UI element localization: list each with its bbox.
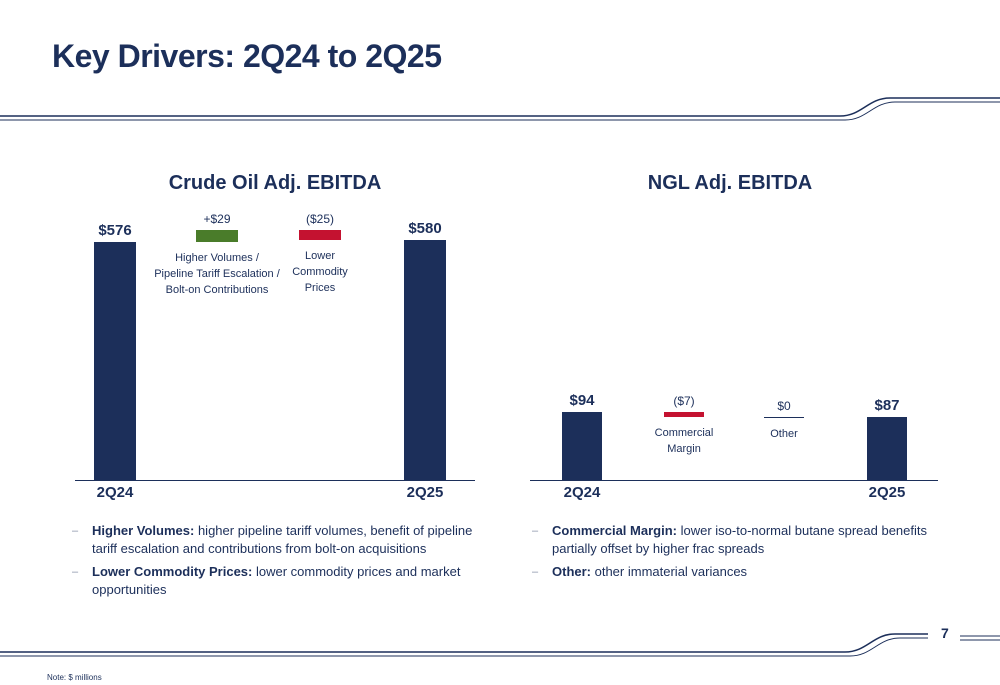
start-bar	[94, 241, 136, 480]
step-description-line: Commodity	[292, 266, 348, 278]
start-value-label: $576	[98, 221, 132, 239]
step-description-line: Margin	[667, 443, 701, 455]
page-title: Key Drivers: 2Q24 to 2Q25	[52, 38, 442, 74]
step-description-line: Lower	[305, 250, 335, 262]
x-axis-baseline	[530, 480, 938, 481]
bullet-item: – Higher Volumes: higher pipeline tariff …	[72, 522, 492, 558]
end-bar	[867, 417, 907, 480]
header-divider	[0, 97, 1000, 121]
footer-divider	[0, 633, 1000, 657]
crude-bullet-list: – Higher Volumes: higher pipeline tariff …	[72, 522, 492, 604]
x-axis-baseline	[75, 480, 475, 481]
step-description-1: Commercial Margin	[614, 425, 754, 457]
ngl-waterfall-chart: $94 2Q24 $87 2Q25 ($7) Commercial Margin $0 Othe…	[530, 210, 940, 510]
step-value-label-1: ($7)	[673, 393, 695, 408]
start-category-label: 2Q24	[96, 484, 134, 501]
step-bar-1	[196, 229, 238, 242]
step-description-line: Commercial	[654, 427, 714, 439]
dash-icon: –	[532, 566, 539, 578]
bullet-heading: Higher Volumes:	[92, 523, 195, 538]
step-value-label-2: $0	[777, 399, 791, 413]
step-description-line: Other	[770, 428, 798, 440]
bullet-item: – Commercial Margin: lower iso-to-normal …	[532, 522, 932, 558]
end-category-label: 2Q25	[868, 484, 906, 501]
step-description-line: Pipeline Tariff Escalation /	[154, 267, 280, 280]
footnote: Note: $ millions	[47, 673, 102, 682]
bullet-heading: Commercial Margin:	[552, 523, 677, 538]
dash-icon: –	[72, 525, 79, 537]
step-description-1: Higher Volumes / Pipeline Tariff Escalati…	[147, 250, 287, 298]
dash-icon: –	[72, 566, 79, 578]
step-description-line: Prices	[304, 282, 336, 294]
step-description-2: Other	[714, 426, 854, 442]
ngl-bullet-list: – Commercial Margin: lower iso-to-normal …	[532, 522, 932, 586]
step-description-line: Higher Volumes /	[175, 251, 259, 264]
step-value-label-1: +$29	[203, 211, 231, 226]
page-number: 7	[941, 625, 949, 641]
bullet-text: lower iso-to-normal butane spread benefi…	[552, 523, 928, 556]
step-description-line: Bolt-on Contributions	[165, 283, 269, 296]
step-bar-1	[664, 411, 704, 417]
bullet-heading: Other:	[552, 564, 591, 579]
start-bar	[562, 411, 602, 480]
ngl-chart-title: NGL Adj. EBITDA	[647, 172, 813, 194]
start-category-label: 2Q24	[563, 484, 601, 501]
step-value-label-2: ($25)	[305, 211, 334, 226]
dash-icon: –	[532, 525, 539, 537]
end-category-label: 2Q25	[406, 484, 444, 501]
bullet-item: – Other: other immaterial variances	[532, 563, 932, 581]
step-bar-2	[764, 417, 804, 418]
bullet-text: higher pipeline tariff volumes, benefit …	[92, 523, 473, 556]
start-value-label: $94	[569, 391, 595, 409]
step-bar-2	[299, 229, 341, 240]
crude-chart-title: Crude Oil Adj. EBITDA	[168, 172, 382, 194]
end-value-label: $580	[408, 220, 442, 237]
bullet-text: other immaterial variances	[591, 564, 748, 579]
bullet-heading: Lower Commodity Prices:	[92, 564, 253, 579]
end-bar	[404, 240, 446, 480]
bullet-item: – Lower Commodity Prices: lower commodity…	[72, 563, 492, 599]
step-description-2: Lower Commodity Prices	[250, 248, 390, 296]
end-value-label: $87	[874, 397, 900, 414]
crude-oil-waterfall-chart: $576 2Q24 $580 2Q25 +$29 Higher Volumes / Pipe…	[75, 210, 480, 510]
bullet-text: lower commodity prices and market opport…	[92, 564, 461, 597]
